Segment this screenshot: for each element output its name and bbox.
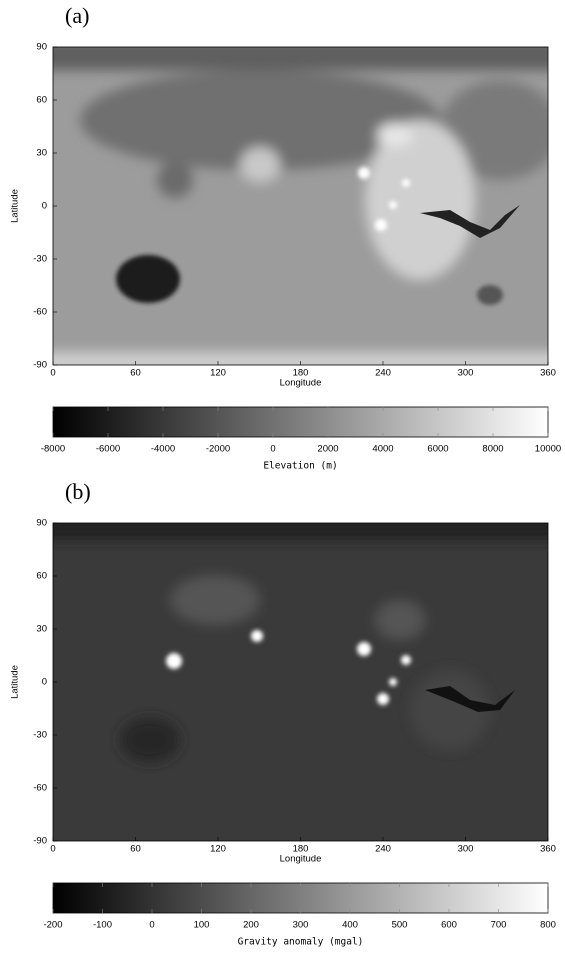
colorbar-tick-label: -100 xyxy=(93,920,112,931)
y-tick-label: -90 xyxy=(33,836,47,847)
colorbar-tick-label: 100 xyxy=(194,920,210,931)
x-tick-label: 300 xyxy=(458,844,474,855)
x-axis-label: Longitude xyxy=(280,378,322,389)
colorbar-tick-label: 8000 xyxy=(482,444,503,455)
colorbar-tick-label: 0 xyxy=(149,920,154,931)
y-axis-label: Latitude xyxy=(10,189,21,223)
x-tick-label: 0 xyxy=(50,844,55,855)
colorbar xyxy=(53,407,548,437)
x-tick-label: 60 xyxy=(130,844,141,855)
colorbar-tick-label: 200 xyxy=(243,920,259,931)
colorbar-tick-label: 300 xyxy=(293,920,309,931)
colorbar-tick-label: -8000 xyxy=(41,444,65,455)
y-tick-label: 60 xyxy=(36,571,47,582)
colorbar-tick-label: -2000 xyxy=(206,444,230,455)
colorbar-tick-label: 2000 xyxy=(317,444,338,455)
x-tick-label: 360 xyxy=(540,368,556,379)
y-tick-label: 30 xyxy=(36,624,47,635)
colorbar-tick-label: 10000 xyxy=(535,444,561,455)
colorbar-label: Gravity anomaly (mgal) xyxy=(238,937,364,948)
y-tick-label: -60 xyxy=(33,783,47,794)
panel-label: (a) xyxy=(65,3,89,28)
y-axis-label: Latitude xyxy=(10,665,21,699)
colorbar-tick-label: 4000 xyxy=(372,444,393,455)
y-tick-label: -60 xyxy=(33,307,47,318)
x-tick-label: 360 xyxy=(540,844,556,855)
colorbar-tick-label: 700 xyxy=(491,920,507,931)
colorbar-tick-label: 400 xyxy=(342,920,358,931)
x-tick-label: 0 xyxy=(50,368,55,379)
gravity-map-image xyxy=(40,515,560,841)
x-tick-label: 120 xyxy=(210,844,226,855)
y-tick-label: -90 xyxy=(33,360,47,371)
colorbar xyxy=(53,883,548,913)
panel-label: (b) xyxy=(65,479,91,504)
x-tick-label: 240 xyxy=(375,368,391,379)
y-tick-label: -30 xyxy=(33,254,47,265)
x-tick-label: 240 xyxy=(375,844,391,855)
y-tick-label: 0 xyxy=(42,201,47,212)
colorbar-tick-label: -200 xyxy=(43,920,62,931)
x-tick-label: 300 xyxy=(458,368,474,379)
colorbar-tick-label: 600 xyxy=(441,920,457,931)
y-tick-label: 90 xyxy=(36,518,47,529)
colorbar-tick-label: -4000 xyxy=(151,444,175,455)
y-tick-label: -30 xyxy=(33,730,47,741)
colorbar-tick-label: -6000 xyxy=(96,444,120,455)
y-tick-label: 30 xyxy=(36,148,47,159)
y-tick-label: 90 xyxy=(36,42,47,53)
x-axis-label: Longitude xyxy=(280,854,322,865)
y-tick-label: 60 xyxy=(36,95,47,106)
figure: (a)060120180240300360-90-60-300306090Lon… xyxy=(0,0,565,956)
colorbar-label: Elevation (m) xyxy=(263,461,337,472)
colorbar-tick-label: 0 xyxy=(270,444,275,455)
x-tick-label: 60 xyxy=(130,368,141,379)
x-tick-label: 120 xyxy=(210,368,226,379)
colorbar-tick-label: 6000 xyxy=(427,444,448,455)
colorbar-tick-label: 800 xyxy=(540,920,556,931)
elevation-map-image xyxy=(40,40,560,372)
colorbar-tick-label: 500 xyxy=(392,920,408,931)
y-tick-label: 0 xyxy=(42,677,47,688)
